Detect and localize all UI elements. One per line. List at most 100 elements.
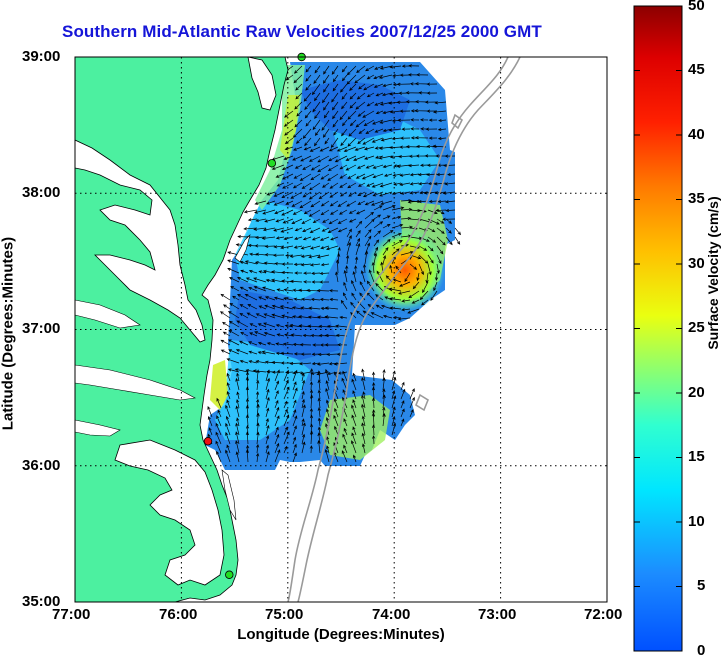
velocity-arrow — [258, 270, 267, 274]
velocity-arrow — [357, 182, 366, 187]
velocity-arrow — [370, 200, 384, 206]
velocity-arrow — [283, 297, 294, 301]
velocity-arrow — [373, 221, 384, 229]
velocity-arrow — [359, 281, 366, 292]
velocity-arrow — [376, 270, 384, 283]
velocity-arrow — [409, 209, 422, 213]
velocity-arrow — [366, 280, 375, 292]
velocity-arrow — [381, 92, 393, 97]
colorbar-tick-label: 25 — [688, 319, 705, 336]
velocity-arrow — [370, 312, 384, 319]
velocity-arrow — [243, 227, 258, 231]
colorbar-tick-label: 45 — [688, 61, 705, 78]
velocity-arrow — [273, 245, 285, 249]
velocity-arrow — [437, 127, 447, 132]
velocity-arrow — [299, 362, 312, 366]
velocity-arrow — [418, 91, 429, 95]
velocity-arrow — [308, 191, 321, 200]
velocity-arrow — [320, 245, 330, 250]
velocity-arrow — [283, 119, 294, 127]
velocity-arrow — [308, 155, 321, 162]
velocity-arrow — [305, 83, 312, 91]
velocity-arrow — [396, 164, 411, 168]
velocity-arrow — [294, 227, 303, 232]
velocity-arrow — [419, 118, 429, 122]
velocity-arrow — [399, 173, 411, 177]
velocity-arrow — [265, 369, 270, 382]
velocity-arrow — [416, 144, 429, 149]
velocity-arrow — [372, 191, 384, 197]
velocity-arrow — [382, 204, 396, 211]
velocity-arrow — [285, 253, 294, 258]
velocity-arrow — [245, 404, 250, 418]
velocity-arrow — [322, 92, 330, 104]
velocity-arrow — [346, 234, 352, 247]
velocity-arrow — [273, 200, 285, 206]
velocity-arrow — [236, 372, 240, 382]
velocity-arrow — [234, 368, 249, 373]
velocity-arrow — [245, 449, 249, 463]
velocity-arrow — [400, 207, 413, 212]
velocity-arrow — [324, 343, 339, 347]
velocity-arrow — [265, 435, 270, 445]
velocity-arrow — [301, 390, 305, 400]
velocity-arrow — [343, 281, 348, 292]
velocity-arrow — [399, 109, 411, 113]
velocity-arrow — [391, 232, 402, 238]
velocity-arrow — [275, 324, 285, 328]
velocity-arrow — [292, 371, 303, 375]
velocity-arrow — [436, 227, 445, 234]
velocity-arrow — [283, 400, 288, 409]
velocity-arrow — [317, 426, 322, 436]
velocity-arrow — [274, 406, 280, 418]
velocity-arrow — [389, 65, 402, 69]
velocity-arrow — [349, 92, 357, 100]
velocity-arrow — [302, 128, 312, 139]
velocity-arrow — [308, 209, 321, 217]
velocity-arrow — [364, 155, 375, 160]
velocity-arrow — [416, 73, 429, 77]
velocity-arrow — [293, 173, 303, 179]
velocity-arrow — [309, 381, 313, 391]
velocity-arrow — [421, 299, 429, 306]
velocity-arrow — [256, 379, 260, 391]
velocity-arrow — [265, 278, 276, 283]
velocity-arrow — [236, 391, 240, 400]
velocity-arrow — [292, 436, 297, 445]
velocity-arrow — [276, 182, 285, 187]
velocity-arrow — [300, 155, 312, 162]
velocity-arrow — [419, 163, 429, 167]
velocity-arrow — [353, 155, 366, 161]
velocity-arrow — [248, 360, 258, 364]
velocity-arrow — [265, 407, 270, 418]
velocity-arrow — [283, 408, 288, 418]
velocity-arrow — [311, 236, 321, 241]
velocity-arrow — [428, 118, 438, 122]
velocity-arrow — [227, 267, 240, 274]
velocity-arrow — [325, 387, 330, 400]
velocity-arrow — [245, 277, 258, 283]
velocity-arrow — [243, 209, 258, 214]
velocity-arrow — [348, 128, 357, 137]
velocity-arrow — [239, 286, 249, 292]
velocity-arrow — [400, 250, 414, 256]
colorbar-tick-label: 50 — [688, 0, 705, 14]
velocity-arrow — [327, 371, 339, 376]
velocity-arrow — [304, 137, 312, 147]
velocity-arrow — [328, 155, 339, 162]
velocity-arrow — [361, 415, 366, 427]
velocity-arrow — [355, 119, 366, 128]
velocity-arrow — [363, 146, 375, 151]
velocity-arrow — [310, 200, 321, 208]
velocity-arrow — [207, 416, 213, 427]
velocity-arrow — [428, 136, 438, 140]
velocity-arrow — [444, 154, 456, 158]
velocity-arrow — [436, 245, 444, 255]
map-frame — [74, 56, 608, 603]
velocity-arrow — [235, 451, 240, 463]
velocity-arrow — [361, 368, 366, 382]
velocity-arrow — [373, 239, 380, 247]
velocity-arrow — [283, 288, 294, 292]
velocity-arrow — [245, 431, 250, 445]
velocity-arrow — [331, 92, 339, 103]
